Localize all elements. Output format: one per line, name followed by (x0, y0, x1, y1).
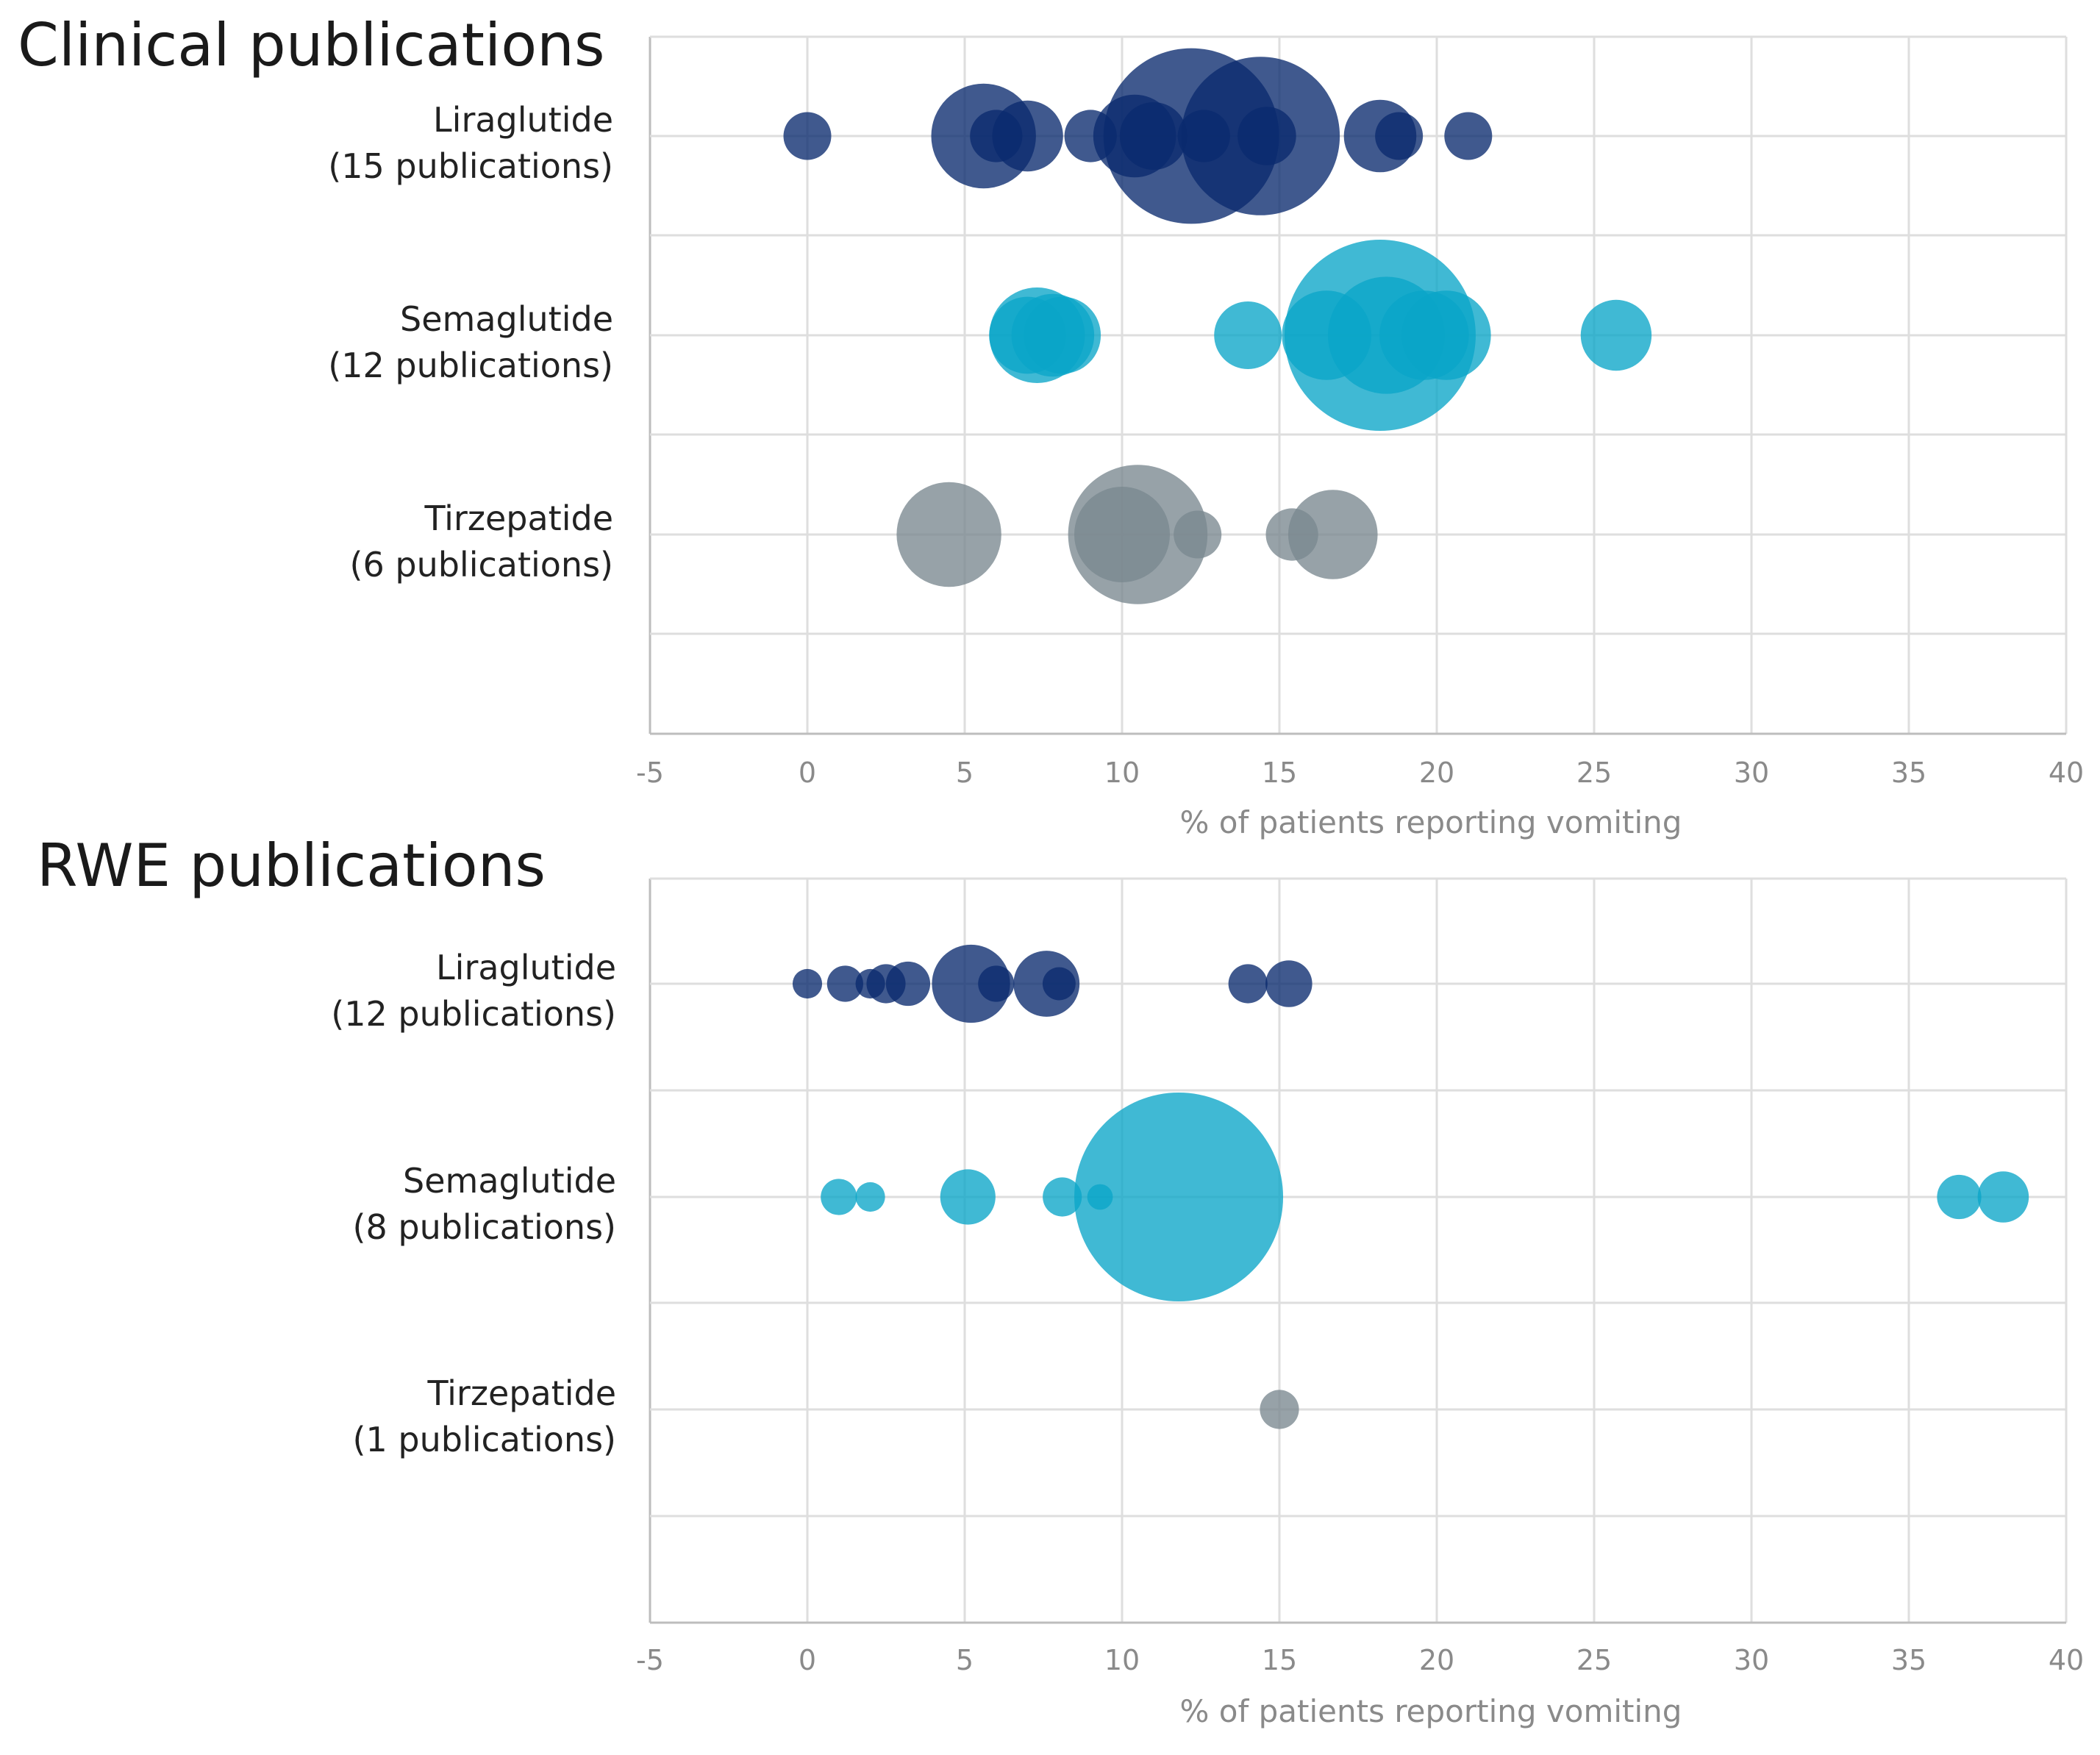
bubble-point (855, 1182, 885, 1212)
x-tick-label: 30 (1734, 757, 1769, 789)
row-label-name: Semaglutide (400, 299, 613, 339)
x-tick-label: 5 (956, 1644, 974, 1676)
bubble-point (821, 1179, 857, 1215)
x-tick-label: -5 (636, 1644, 664, 1676)
x-axis-title: % of patients reporting vomiting (1180, 1693, 1682, 1729)
bubble-point (1260, 1390, 1299, 1429)
row-label-name: Liraglutide (433, 100, 613, 140)
x-tick-label: 5 (956, 757, 974, 789)
row-label-count: (15 publications) (328, 146, 613, 186)
rwe-panel-title: RWE publications (37, 832, 546, 900)
bubble-point (1288, 490, 1378, 579)
x-tick-label: 20 (1419, 1644, 1454, 1676)
row-label-count: (1 publications) (353, 1420, 616, 1459)
bubble-point (1042, 967, 1076, 1001)
bubble-point (1977, 1171, 2029, 1223)
bubble-point (970, 110, 1023, 162)
chart-panel-1: -5 0 5 10 15 20 25 30 35 40 % of patients reportin… (331, 877, 2084, 1729)
bubble-point (1174, 510, 1222, 559)
x-tick-label: 15 (1262, 1644, 1297, 1676)
x-tick-label: 35 (1891, 1644, 1926, 1676)
clinical-panel-title: Clinical publications (18, 11, 605, 79)
x-tick-label: 40 (2049, 1644, 2084, 1676)
bubble-point (1228, 964, 1268, 1004)
bubble-point (1074, 487, 1170, 582)
x-tick-label: 0 (799, 1644, 816, 1676)
bubble-point (1401, 290, 1491, 380)
bubble-point (792, 968, 823, 999)
bubble-point (1265, 960, 1312, 1007)
x-tick-label: -5 (636, 757, 664, 789)
row-label-count: (6 publications) (350, 545, 613, 585)
x-tick-label: 10 (1104, 1644, 1140, 1676)
bubble-point (1937, 1174, 1982, 1220)
row-label-name: Liraglutide (436, 948, 616, 987)
bubble-point (1119, 102, 1188, 170)
x-tick-label: 15 (1262, 757, 1297, 789)
x-tick-label: 0 (799, 757, 816, 789)
bubble-point (1024, 296, 1101, 374)
bubble-point (1580, 299, 1652, 371)
row-label-count: (12 publications) (328, 346, 613, 385)
x-tick-label: 25 (1576, 1644, 1612, 1676)
bubble-point (932, 944, 1010, 1023)
bubble-point (1375, 112, 1424, 160)
bubble-point (1177, 110, 1230, 162)
row-label-name: Semaglutide (403, 1161, 616, 1201)
row-label-name: Tirzepatide (424, 498, 613, 538)
bubble-point (1214, 301, 1282, 369)
x-tick-label: 40 (2049, 757, 2084, 789)
bubble-point (1265, 508, 1318, 561)
bubble-point (783, 112, 832, 160)
bubble-point (1087, 1184, 1113, 1210)
row-label-count: (12 publications) (331, 994, 616, 1034)
row-label-name: Tirzepatide (426, 1373, 616, 1413)
bubble-point (1444, 112, 1493, 160)
bubble-point (1238, 107, 1296, 165)
bubble-point (1074, 1093, 1284, 1301)
x-tick-label: 10 (1104, 757, 1140, 789)
row-label-count: (8 publications) (353, 1207, 616, 1247)
x-tick-label: 35 (1891, 757, 1926, 789)
x-tick-label: 20 (1419, 757, 1454, 789)
x-axis-title: % of patients reporting vomiting (1180, 804, 1682, 840)
bubble-point (1043, 1177, 1082, 1217)
bubble-point (978, 965, 1015, 1002)
bubble-point (940, 1169, 996, 1225)
bubble-point (826, 965, 863, 1002)
bubble-point (855, 968, 885, 999)
bubble-point (1282, 290, 1372, 380)
chart-panel-0: -5 0 5 10 15 20 25 30 35 40 % of patients reportin… (328, 35, 2084, 840)
x-tick-label: 25 (1576, 757, 1612, 789)
bubble-point (896, 482, 1001, 587)
x-tick-label: 30 (1734, 1644, 1769, 1676)
bubble-point (1064, 110, 1117, 162)
